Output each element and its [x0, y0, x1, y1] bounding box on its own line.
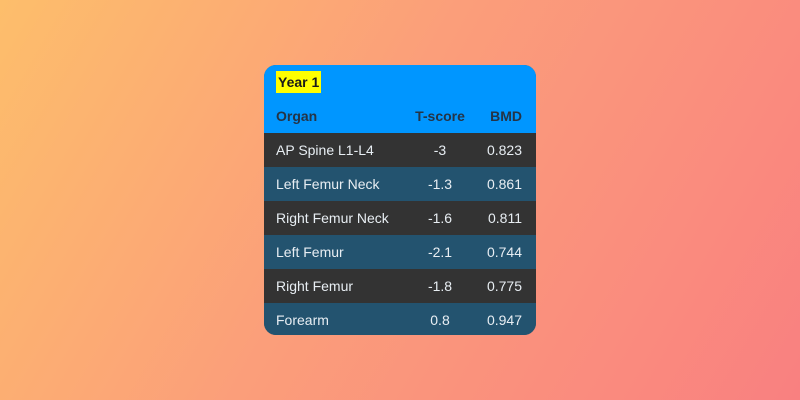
year-title: Year 1	[276, 71, 322, 93]
table-row: Right Femur Neck -1.6 0.811	[264, 201, 536, 235]
bmd-cell: 0.775	[486, 278, 522, 294]
tscore-cell: -3	[433, 142, 447, 158]
table-row: Right Femur -1.8 0.775	[264, 269, 536, 303]
bmd-cell: 0.823	[486, 142, 522, 158]
bmd-table-card: Year 1 Organ T-score BMD AP Spine L1-L4 …	[264, 65, 536, 335]
organ-cell: Right Femur	[276, 278, 354, 294]
organ-cell: Forearm	[276, 312, 329, 328]
table-row: Left Femur -2.1 0.744	[264, 235, 536, 269]
organ-cell: Left Femur	[276, 244, 344, 260]
bmd-cell: 0.744	[486, 244, 522, 260]
organ-cell: AP Spine L1-L4	[276, 142, 374, 158]
tscore-cell: 0.8	[430, 312, 450, 328]
tscore-cell: -1.8	[427, 278, 453, 294]
tscore-cell: -1.3	[427, 176, 453, 192]
table-header: Year 1 Organ T-score BMD	[264, 65, 536, 133]
column-header-row: Organ T-score BMD	[264, 99, 536, 133]
tscore-cell: -1.6	[427, 210, 453, 226]
organ-cell: Right Femur Neck	[276, 210, 389, 226]
column-header-organ: Organ	[276, 108, 318, 124]
organ-cell: Left Femur Neck	[276, 176, 380, 192]
bmd-cell: 0.811	[488, 210, 522, 226]
table-row: AP Spine L1-L4 -3 0.823	[264, 133, 536, 167]
table-row: Left Femur Neck -1.3 0.861	[264, 167, 536, 201]
column-header-bmd: BMD	[490, 108, 522, 124]
bmd-cell: 0.947	[486, 312, 522, 328]
tscore-cell: -2.1	[427, 244, 453, 260]
bmd-cell: 0.861	[486, 176, 522, 192]
column-header-tscore: T-score	[415, 108, 465, 124]
table-row: Forearm 0.8 0.947	[264, 303, 536, 335]
